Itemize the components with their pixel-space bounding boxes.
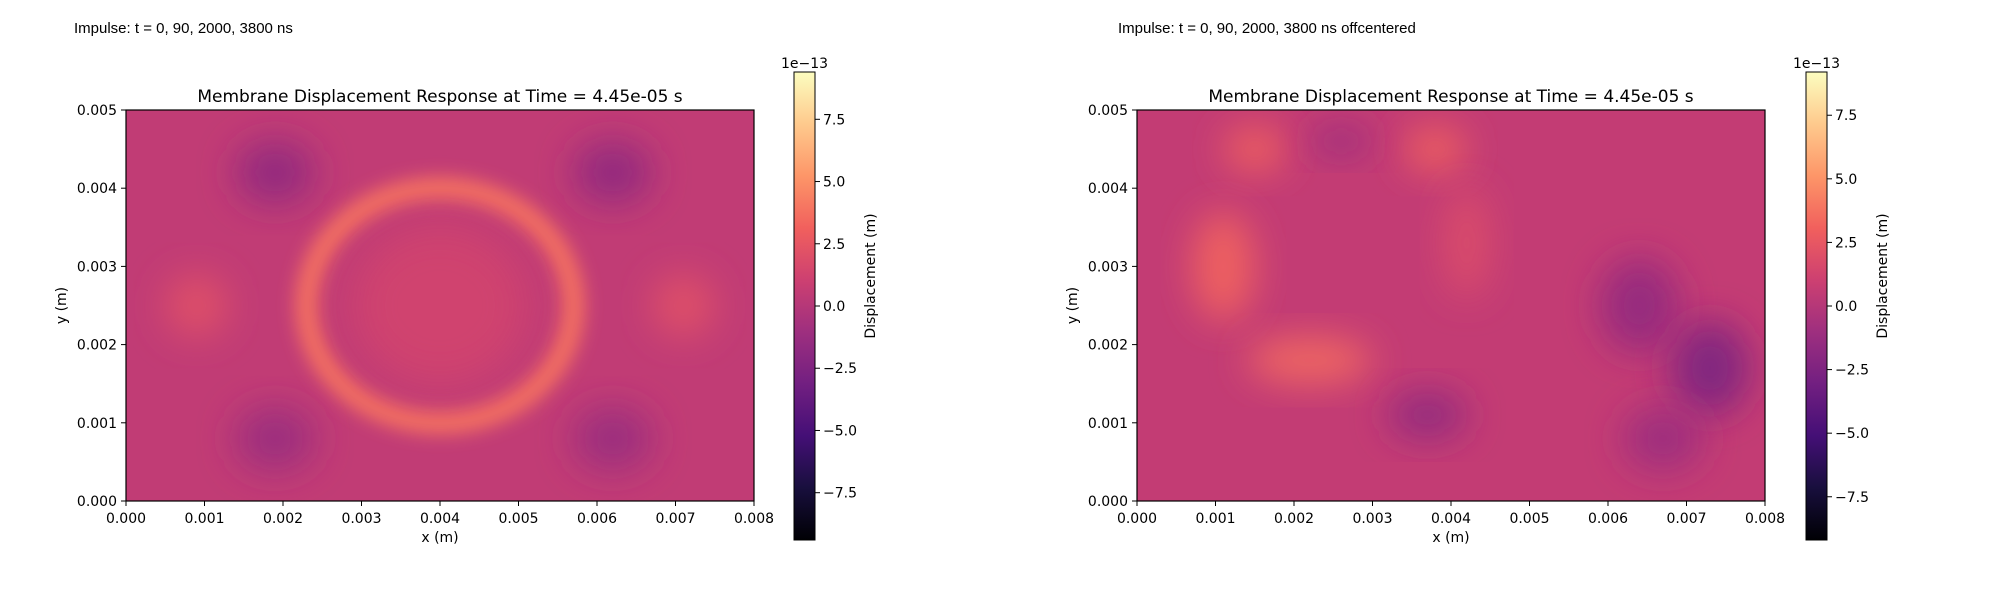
heatmap-blob-3 [1403, 125, 1467, 173]
heatmap-blob-6 [235, 407, 315, 470]
chart-title: Membrane Displacement Response at Time =… [1208, 87, 1693, 107]
x-tick-label: 0.008 [734, 511, 774, 527]
colorbar-label: Displacement (m) [863, 213, 879, 338]
heatmap-blob-2 [165, 274, 229, 337]
y-tick-label: 0.003 [77, 259, 117, 275]
colorbar-tick-label: 5.0 [1835, 172, 1857, 188]
heatmap-blob-4 [235, 141, 315, 204]
heatmap-blob-4 [1443, 188, 1491, 298]
x-tick-label: 0.002 [263, 511, 303, 527]
y-tick-label: 0.005 [1088, 103, 1128, 119]
colorbar-tick-label: −5.0 [1835, 426, 1869, 442]
colorbar-tick-label: −2.5 [1835, 363, 1869, 379]
y-tick-label: 0.000 [1088, 494, 1128, 510]
header-left: Impulse: t = 0, 90, 2000, 3800 ns [74, 20, 293, 37]
heatmap-1 [1137, 110, 1765, 501]
colorbar-exponent: 1e−13 [1793, 56, 1840, 72]
y-tick-label: 0.001 [77, 416, 117, 432]
heatmap-blob-5 [1309, 125, 1373, 157]
colorbar-tick-label: 0.0 [1835, 299, 1857, 315]
colorbar-0 [793, 71, 816, 541]
colorbar-tick-label: 7.5 [823, 112, 845, 128]
colorbar-tick-label: 7.5 [1835, 108, 1857, 124]
heatmap-blob-2 [1223, 125, 1287, 173]
y-tick-label: 0.003 [1088, 259, 1128, 275]
heatmap-blob-6 [1388, 391, 1467, 439]
x-tick-label: 0.004 [420, 511, 460, 527]
y-tick-label: 0.000 [77, 494, 117, 510]
y-tick-label: 0.002 [77, 338, 117, 354]
heatmap-blob-5 [573, 141, 652, 204]
x-tick-label: 0.007 [1666, 511, 1706, 527]
x-tick-label: 0.006 [577, 511, 617, 527]
x-tick-label: 0.000 [1117, 511, 1157, 527]
x-tick-label: 0.001 [184, 511, 224, 527]
heatmap-blob-7 [1600, 258, 1679, 353]
heatmap-blob-7 [573, 407, 652, 470]
y-tick-label: 0.001 [1088, 416, 1128, 432]
heatmap-0 [126, 110, 754, 501]
x-tick-label: 0.006 [1588, 511, 1628, 527]
y-axis-label: y (m) [1065, 287, 1081, 324]
colorbar-tick-label: 5.0 [823, 175, 845, 191]
heatmap-ring-0 [295, 177, 585, 434]
x-tick-label: 0.003 [1352, 511, 1392, 527]
y-tick-label: 0.004 [1088, 181, 1128, 197]
y-tick-label: 0.004 [77, 181, 117, 197]
y-axis-label: y (m) [54, 287, 70, 324]
chart-title: Membrane Displacement Response at Time =… [197, 87, 682, 107]
heatmap-blob-8 [1670, 321, 1750, 415]
x-tick-label: 0.007 [655, 511, 695, 527]
x-tick-label: 0.003 [341, 511, 381, 527]
colorbar-1 [1805, 71, 1828, 541]
x-tick-label: 0.008 [1745, 511, 1785, 527]
heatmap-blob-3 [651, 274, 715, 337]
colorbar-tick-label: −5.0 [823, 423, 857, 439]
x-axis-label: x (m) [1432, 530, 1469, 546]
colorbar-tick-label: 2.5 [823, 237, 845, 253]
header-right: Impulse: t = 0, 90, 2000, 3800 ns offcen… [1118, 20, 1416, 37]
y-tick-label: 0.005 [77, 103, 117, 119]
colorbar-label: Displacement (m) [1875, 213, 1891, 338]
heatmap-blob-0 [1191, 211, 1255, 322]
colorbar-tick-label: −2.5 [823, 361, 857, 377]
x-axis-label: x (m) [421, 530, 458, 546]
x-tick-label: 0.000 [106, 511, 146, 527]
colorbar-tick-label: −7.5 [1835, 490, 1869, 506]
heatmap-blob-1 [1246, 336, 1373, 384]
heatmap-blob-1 [353, 227, 527, 384]
y-tick-label: 0.002 [1088, 338, 1128, 354]
colorbar-tick-label: 2.5 [1835, 235, 1857, 251]
colorbar-exponent: 1e−13 [781, 56, 828, 72]
x-tick-label: 0.005 [1509, 511, 1549, 527]
x-tick-label: 0.001 [1195, 511, 1235, 527]
x-tick-label: 0.002 [1274, 511, 1314, 527]
heatmap-blob-9 [1623, 407, 1703, 470]
colorbar-tick-label: −7.5 [823, 486, 857, 502]
x-tick-label: 0.004 [1431, 511, 1471, 527]
x-tick-label: 0.005 [498, 511, 538, 527]
colorbar-tick-label: 0.0 [823, 299, 845, 315]
